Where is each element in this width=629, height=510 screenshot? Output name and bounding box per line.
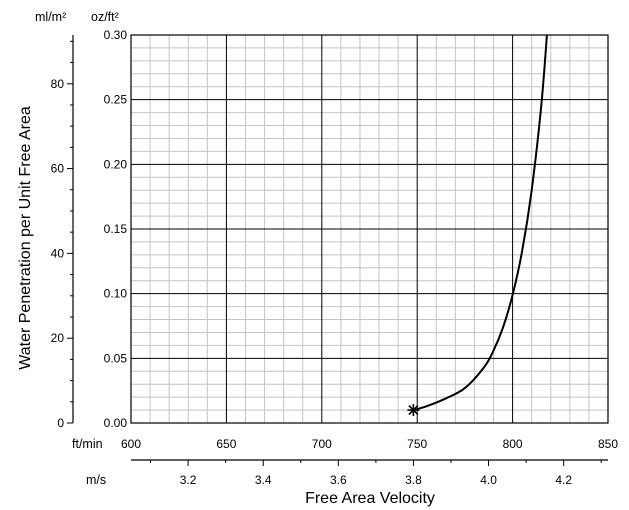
y-tick-label-oz: 0.20 — [104, 157, 128, 171]
y-tick-label-ml: 40 — [51, 246, 65, 260]
y-tick-label-oz: 0.10 — [104, 287, 128, 301]
x-tick-label-ftmin: 600 — [121, 437, 141, 451]
x-tick-label-ms: 4.0 — [480, 473, 497, 487]
plot-frame — [130, 34, 609, 424]
x-tick-label-ftmin: 750 — [407, 437, 427, 451]
marker-stroke — [408, 405, 419, 416]
x-axis-ms: 3.2 3.4 3.6 3.8 4.0 4.2 — [131, 459, 608, 487]
x-tick-label-ms: 3.2 — [180, 473, 197, 487]
y-tick-label-ml: 60 — [51, 162, 65, 176]
y-axis-oz-ticks: 0.00 0.05 0.10 0.15 0.20 0.25 0.30 — [104, 28, 128, 430]
y-tick-label-oz: 0.25 — [104, 93, 128, 107]
x-tick-label-ms: 3.8 — [405, 473, 422, 487]
x-tick-label-ftmin: 800 — [503, 437, 523, 451]
y-tick-label-oz: 0.30 — [104, 28, 128, 42]
y-axis-ml-unit: ml/m² — [35, 10, 66, 24]
series-group — [407, 34, 548, 417]
y-tick-label-oz: 0.00 — [104, 416, 128, 430]
x-tick-label-ms: 3.6 — [330, 473, 347, 487]
y-tick-label-ml: 80 — [51, 77, 65, 91]
y-tick-label-oz: 0.05 — [104, 351, 128, 365]
x-tick-label-ms: 4.2 — [555, 473, 572, 487]
y-tick-label-ml: 20 — [51, 331, 65, 345]
y-axis-oz-unit: oz/ft² — [91, 10, 119, 24]
x-tick-label-ftmin: 650 — [216, 437, 236, 451]
x-tick-label-ftmin: 850 — [598, 437, 618, 451]
y-tick-label-oz: 0.15 — [104, 222, 128, 236]
x-tick-label-ftmin: 700 — [312, 437, 332, 451]
x-axis-ftmin-unit: ft/min — [72, 437, 103, 451]
y-tick-label-ml: 0 — [57, 416, 64, 430]
x-tick-label-ms: 3.4 — [255, 473, 272, 487]
x-axis-title: Free Area Velocity — [305, 490, 435, 507]
x-axis-ftmin-ticks: 600 650 700 750 800 850 — [121, 437, 618, 451]
y-axis-ml: 0 20 40 60 80 — [51, 35, 74, 430]
asterisk-marker — [407, 404, 420, 417]
major-grid — [131, 35, 608, 423]
x-axis-ms-unit: m/s — [86, 473, 106, 487]
y-axis-title: Water Penetration per Unit Free Area — [17, 106, 34, 370]
series-line — [413, 34, 548, 412]
